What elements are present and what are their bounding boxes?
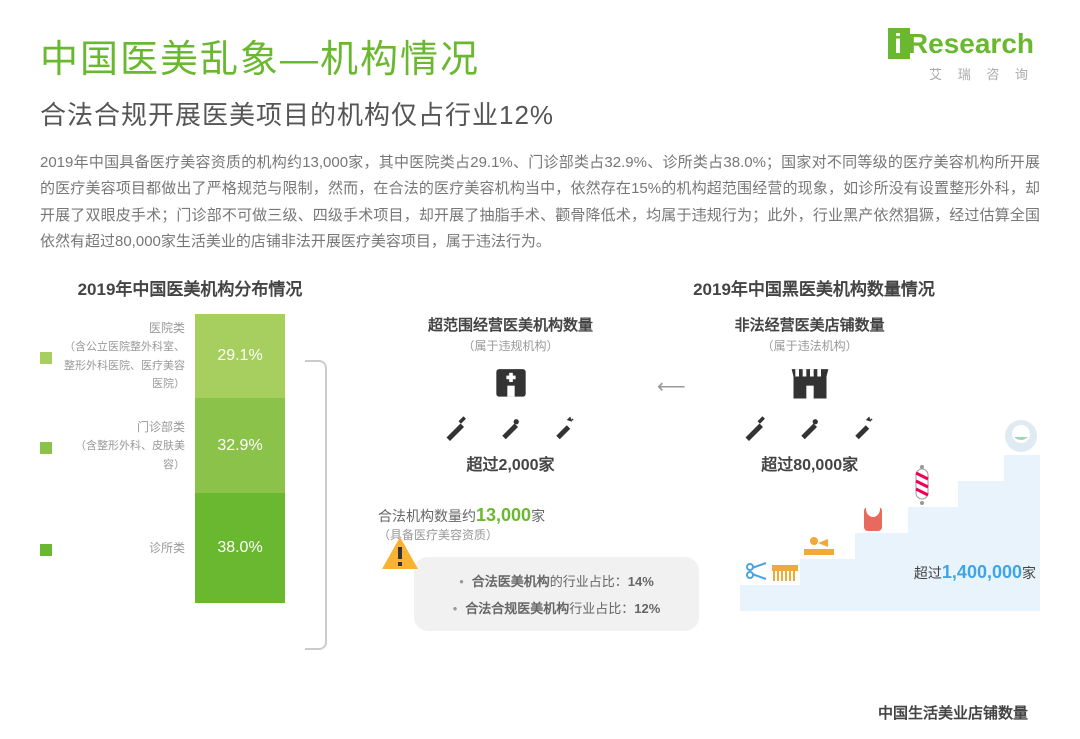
laser-icon [551,413,579,441]
syringe-icon [443,413,471,441]
intro-paragraph: 2019年中国具备医疗美容资质的机构约13,000家，其中医院类占29.1%、门… [40,150,1040,255]
distribution-chart: 2019年中国医美机构分布情况 医院类（含公立医院整外科室、整形外科医院、医疗美… [40,275,340,631]
legend-item: 门诊部类（含整形外科、皮肤美容） [40,398,195,493]
distribution-chart-title: 2019年中国医美机构分布情况 [40,275,340,300]
bullet-1: 合法医美机构的行业占比：14% [432,567,681,594]
illegal-sub: （属于违法机构） [700,337,920,354]
nail-icon [860,497,886,531]
right-panel: 2019年中国黑医美机构数量情况 超范围经营医美机构数量 （属于违规机构） 超过… [378,275,1040,631]
stairs-count: 超过1,400,000家 [914,562,1036,583]
bullet-2: 合法合规医美机构行业占比：12% [432,594,681,621]
legend: 医院类（含公立医院整外科室、整形外科医院、医疗美容医院）门诊部类（含整形外科、皮… [40,314,195,603]
logo-sub: 艾 瑞 咨 询 [888,64,1034,83]
barber-icon [914,465,930,505]
bracket-icon [305,360,327,650]
footer-label: 中国生活美业店铺数量 [878,702,1028,723]
violation-title: 超范围经营医美机构数量 [378,314,643,335]
violation-count: 超过2,000家 [378,451,643,475]
legend-item: 医院类（含公立医院整外科室、整形外科医院、医疗美容医院） [40,314,195,398]
stairs-infographic: 超过1,400,000家 [740,411,1040,641]
violation-block: 超范围经营医美机构数量 （属于违规机构） 超过2,000家 合法机构数量约13,… [378,314,643,631]
facial-icon [1004,419,1038,453]
bar-segment: 29.1% [195,314,285,398]
ratio-bullets: 合法医美机构的行业占比：14% 合法合规医美机构行业占比：12% [414,557,699,631]
bar-segment: 38.0% [195,493,285,603]
legend-item: 诊所类 [40,493,195,603]
tool-icons-a [378,413,643,441]
arrow-icon: ⟵ [657,374,686,399]
store-icon [788,360,832,404]
bar-segment: 32.9% [195,398,285,493]
violation-sub: （属于违规机构） [378,337,643,354]
scissors-icon [744,559,768,583]
comb-icon [772,565,798,585]
needle-icon [497,413,525,441]
massage-icon [804,531,834,557]
hospital-icon [489,360,533,404]
stacked-bar: 29.1%32.9%38.0% [195,314,285,603]
logo: iResearch 艾 瑞 咨 询 [888,28,1034,83]
page-subtitle: 合法合规开展医美项目的机构仅占行业12% [40,95,1040,132]
logo-main: iResearch [888,28,1034,60]
illegal-title: 非法经营医美店铺数量 [700,314,920,335]
black-market-title: 2019年中国黑医美机构数量情况 [588,275,1040,300]
warning-icon [380,535,420,571]
